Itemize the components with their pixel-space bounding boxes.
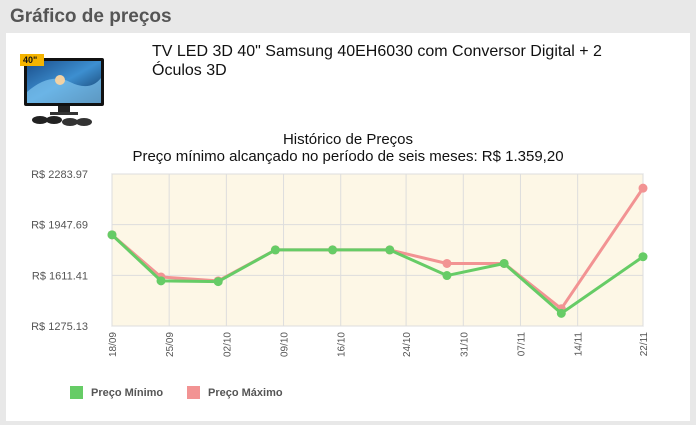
data-point-min: [385, 245, 395, 255]
data-point-min: [638, 252, 648, 262]
thumbnail-badge: 40": [23, 55, 37, 65]
data-point-min: [156, 276, 166, 286]
x-tick-label: 18/09: [108, 332, 119, 357]
y-tick-label: R$ 1275.13: [31, 321, 88, 333]
chart-subtitle: Preço mínimo alcançado no período de sei…: [132, 148, 564, 165]
x-tick-label: 16/10: [337, 332, 348, 357]
data-point-min: [270, 245, 280, 255]
section-title: Gráfico de preços: [10, 6, 172, 27]
legend-item-min[interactable]: Preço Mínimo: [70, 386, 163, 399]
legend-item-max[interactable]: Preço Máximo: [187, 386, 283, 399]
x-tick-label: 09/10: [280, 332, 291, 357]
y-tick-label: R$ 1611.41: [32, 270, 88, 282]
data-point-min: [107, 230, 117, 240]
x-tick-label: 22/11: [639, 332, 650, 357]
x-tick-label: 14/11: [574, 332, 585, 357]
legend-label-max: Preço Máximo: [208, 386, 283, 399]
data-point-max: [442, 258, 452, 268]
chart-title: Histórico de Preços: [282, 131, 414, 148]
product-thumbnail[interactable]: 40": [20, 52, 110, 130]
data-point-max: [638, 183, 648, 193]
x-tick-label: 07/11: [516, 332, 527, 357]
product-title[interactable]: TV LED 3D 40" Samsung 40EH6030 com Conve…: [152, 43, 602, 79]
legend-swatch-min: [70, 386, 83, 399]
legend-swatch-max: [187, 386, 200, 399]
data-point-min: [442, 271, 452, 281]
legend-label-min: Preço Mínimo: [91, 386, 164, 399]
tv-with-3d-glasses-icon: 40": [20, 54, 104, 126]
y-tick-label: R$ 1947.69: [31, 220, 88, 232]
x-tick-label: 02/10: [222, 332, 233, 357]
y-tick-label: R$ 2283.97: [31, 169, 88, 181]
series-line-min: [110, 233, 644, 315]
data-point-min: [499, 258, 509, 268]
x-tick-label: 25/09: [165, 332, 176, 357]
x-tick-label: 24/10: [402, 332, 413, 357]
data-point-min: [328, 245, 338, 255]
x-tick-label: 31/10: [459, 332, 470, 357]
data-point-min: [556, 308, 566, 318]
data-point-min: [213, 277, 223, 287]
